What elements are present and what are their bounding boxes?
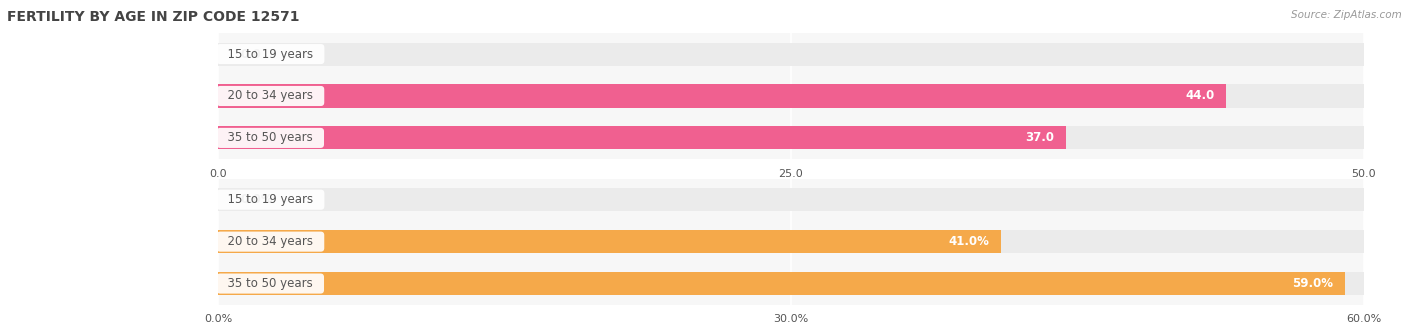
- Text: 15 to 19 years: 15 to 19 years: [221, 193, 321, 206]
- Bar: [218, 126, 1066, 150]
- Text: 37.0: 37.0: [1025, 131, 1054, 144]
- Bar: [218, 230, 1001, 253]
- Bar: [218, 43, 1364, 66]
- Bar: [218, 272, 1364, 295]
- Text: 35 to 50 years: 35 to 50 years: [221, 131, 321, 144]
- Text: 44.0: 44.0: [1185, 89, 1215, 103]
- Text: 20 to 34 years: 20 to 34 years: [221, 89, 321, 103]
- Text: Source: ZipAtlas.com: Source: ZipAtlas.com: [1291, 10, 1402, 20]
- Text: 59.0%: 59.0%: [1292, 277, 1333, 290]
- Bar: [218, 84, 1226, 108]
- Text: 20 to 34 years: 20 to 34 years: [221, 235, 321, 248]
- Bar: [218, 84, 1364, 108]
- Text: 0.0%: 0.0%: [240, 193, 274, 206]
- Bar: [218, 272, 1344, 295]
- Bar: [218, 230, 1364, 253]
- Text: FERTILITY BY AGE IN ZIP CODE 12571: FERTILITY BY AGE IN ZIP CODE 12571: [7, 10, 299, 24]
- Bar: [218, 126, 1364, 150]
- Text: 35 to 50 years: 35 to 50 years: [221, 277, 321, 290]
- Text: 15 to 19 years: 15 to 19 years: [221, 48, 321, 61]
- Bar: [218, 188, 1364, 211]
- Text: 0.0: 0.0: [240, 48, 262, 61]
- Text: 41.0%: 41.0%: [949, 235, 990, 248]
